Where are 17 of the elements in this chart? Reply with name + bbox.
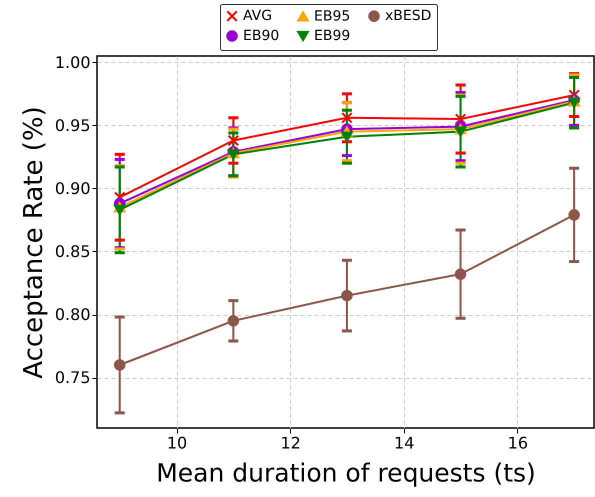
x-tick-label: 16	[508, 434, 528, 452]
x-tick-label: 14	[394, 434, 414, 452]
y-tick-label: 0.85	[54, 242, 90, 261]
x-tick-label: 12	[280, 434, 301, 452]
x-axis-title: Mean duration of requests (ts)	[156, 458, 536, 488]
y-tick-label: 0.75	[54, 368, 90, 388]
y-tick-label: 0.95	[54, 116, 90, 135]
y-tick-label: 0.80	[54, 305, 90, 324]
legend-label: EB99	[314, 28, 350, 44]
y-tick-label: 0.90	[54, 178, 90, 198]
y-tick-label: 1.00	[54, 52, 90, 72]
legend-label: EB95	[314, 8, 350, 24]
legend-label: AVG	[243, 8, 272, 24]
legend-label: EB90	[243, 28, 280, 44]
legend-label: xBESD	[385, 8, 432, 24]
y-axis-title: Acceptance Rate (%)	[18, 106, 49, 379]
x-tick-label: 10	[166, 434, 188, 452]
